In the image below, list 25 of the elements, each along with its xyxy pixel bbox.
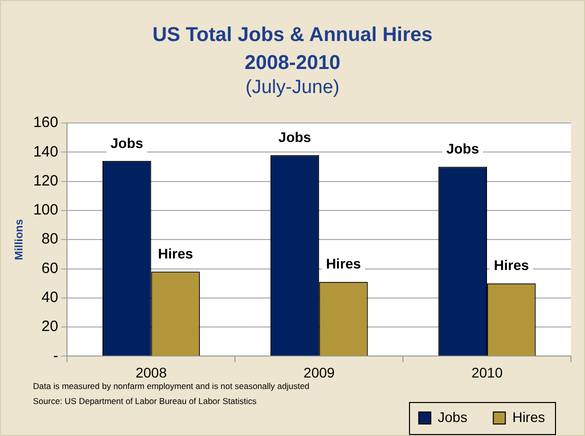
text: Jobs — [110, 134, 144, 151]
y-tick-label: 80 — [42, 230, 58, 248]
x-tick-label: 2010 — [471, 364, 503, 380]
y-tick-label: 20 — [42, 318, 58, 336]
chart-subtitle: (July-June) — [244, 77, 340, 99]
text: Hires — [326, 256, 361, 272]
chart-title: US Total Jobs & Annual Hires 2008-2010 — [151, 23, 434, 76]
text: Hires — [158, 246, 194, 262]
y-tick-label: 40 — [42, 289, 58, 306]
text: Jobs — [278, 128, 312, 145]
y-tick-label: 60 — [42, 260, 58, 277]
y-tick-label: 120 — [33, 172, 58, 190]
y-tick-label: 160 — [33, 114, 58, 132]
legend-label: Jobs — [438, 408, 468, 425]
source-note: Source: US Department of Labor Bureau of Labor Statistics — [33, 395, 258, 408]
text: Hires — [494, 257, 529, 274]
y-tick-label: - — [53, 347, 58, 364]
x-tick-label: 2009 — [304, 364, 335, 380]
text: Data is measured by nonfarm employment and is not seasonally adjusted — [33, 380, 310, 393]
x-tick-label: 2008 — [136, 364, 167, 380]
y-tick-label: 140 — [33, 143, 58, 160]
legend-label: Hires — [512, 408, 546, 425]
y-tick-label: 100 — [33, 202, 58, 219]
y-axis-title: Millions — [14, 219, 26, 260]
text: Jobs — [446, 140, 480, 157]
